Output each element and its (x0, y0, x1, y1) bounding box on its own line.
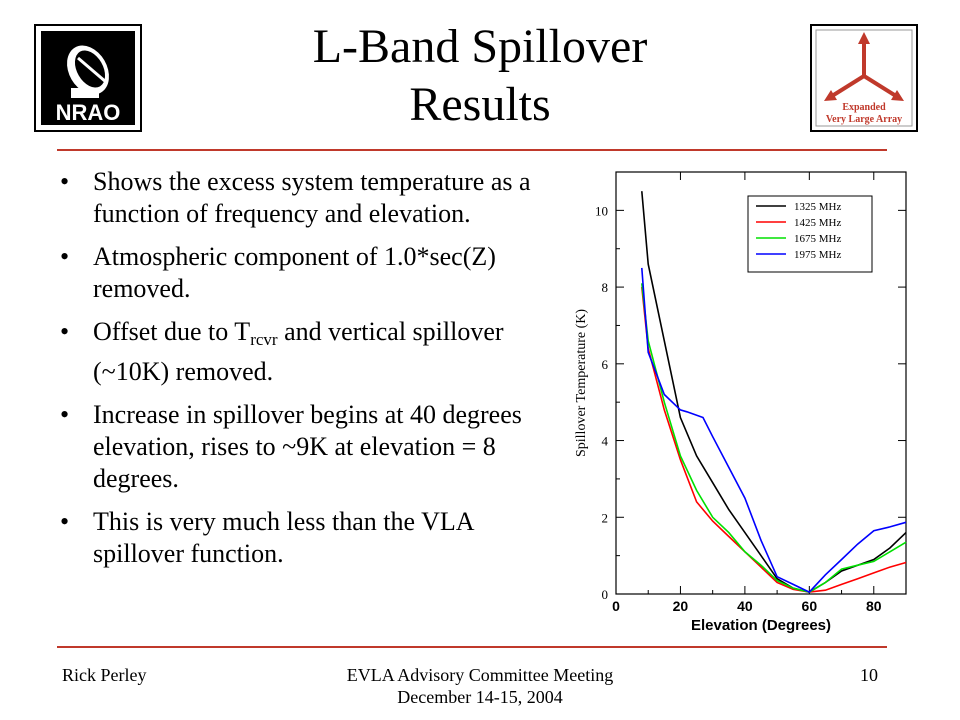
y-tick-label: 10 (595, 203, 608, 218)
y-tick-label: 0 (602, 587, 609, 602)
legend-label: 1325 MHz (794, 201, 841, 213)
top-divider (57, 149, 887, 151)
bullet-text: Shows the excess system temperature as a… (93, 167, 531, 228)
bullet-text-after: and vertical spillover (~10K) removed. (93, 317, 504, 386)
bullet-text: Increase in spillover begins at 40 degre… (93, 400, 522, 493)
footer-event-line-1: EVLA Advisory Committee Meeting (346, 665, 614, 685)
bullet-marker: • (60, 400, 70, 429)
bullet-item: • Increase in spillover begins at 40 deg… (58, 399, 548, 495)
bullet-marker: • (60, 167, 70, 196)
legend-label: 1975 MHz (794, 249, 841, 261)
bullet-marker: • (60, 507, 70, 536)
x-tick-label: 60 (802, 598, 818, 614)
bullet-marker: • (60, 317, 70, 346)
y-tick-label: 6 (602, 357, 609, 372)
svg-text:Very Large Array: Very Large Array (826, 114, 902, 125)
bullet-text: This is very much less than the VLA spil… (93, 507, 474, 568)
bullet-text: Atmospheric component of 1.0*sec(Z) remo… (93, 242, 496, 303)
x-tick-label: 40 (737, 598, 753, 614)
bullet-list: • Shows the excess system temperature as… (58, 166, 548, 581)
footer-author: Rick Perley (62, 665, 147, 685)
bullet-item: • Shows the excess system temperature as… (58, 166, 548, 230)
bullet-item: • This is very much less than the VLA sp… (58, 506, 548, 570)
footer-event: EVLA Advisory Committee Meeting December… (300, 664, 660, 708)
legend-label: 1675 MHz (794, 233, 841, 245)
footer-page-number: 10 (860, 665, 878, 685)
series-line (641, 267, 907, 594)
bottom-divider (57, 646, 887, 648)
x-axis-label: Elevation (Degrees) (691, 617, 831, 634)
y-tick-label: 4 (602, 434, 609, 449)
series-line (641, 287, 907, 593)
x-tick-label: 20 (673, 598, 689, 614)
title-line-2: Results (409, 78, 551, 131)
chart-svg: 0 20 40 60 80 0 2 4 6 8 10 Elevation (Degrees) Spill… (574, 171, 907, 634)
spillover-chart: 0 20 40 60 80 0 2 4 6 8 10 Elevation (Degrees) Spill… (560, 160, 920, 640)
footer-event-line-2: December 14-15, 2004 (397, 687, 563, 707)
bullet-item: • Offset due to Trcvr and vertical spill… (58, 316, 548, 388)
y-tick-label: 8 (602, 280, 609, 295)
svg-text:Expanded: Expanded (842, 102, 886, 113)
legend-label: 1425 MHz (794, 217, 841, 229)
legend-box (747, 195, 873, 273)
nrao-logo: NRAO (34, 24, 142, 132)
evla-logo: Expanded Very Large Array (810, 24, 918, 132)
bullet-item: • Atmospheric component of 1.0*sec(Z) re… (58, 241, 548, 305)
title-line-1: L-Band Spillover (312, 20, 648, 73)
plot-frame (615, 171, 907, 595)
y-tick-label: 2 (602, 510, 609, 525)
slide-title: L-Band Spillover Results (220, 18, 740, 134)
bullet-marker: • (60, 242, 70, 271)
x-tick-label: 0 (612, 598, 620, 614)
x-tick-label: 80 (866, 598, 882, 614)
series-line (641, 283, 907, 593)
bullet-text-before: Offset due to T (93, 317, 251, 346)
y-axis-label: Spillover Temperature (K) (574, 309, 589, 457)
svg-text:NRAO: NRAO (56, 100, 121, 125)
bullet-subscript: rcvr (250, 330, 278, 349)
